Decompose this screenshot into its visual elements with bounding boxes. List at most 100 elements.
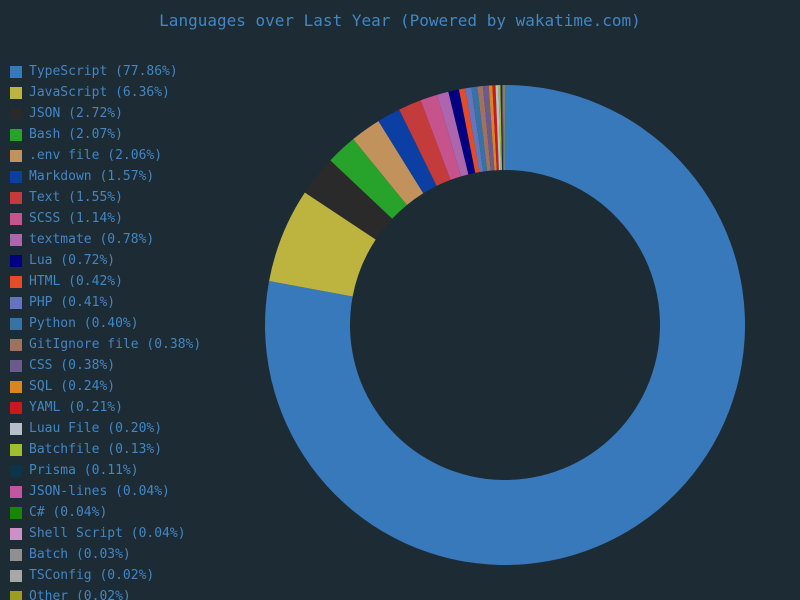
legend-item: YAML (0.21%) [10,397,201,418]
legend-swatch [10,401,22,414]
legend-item: GitIgnore file (0.38%) [10,334,201,355]
legend-swatch [10,506,22,519]
legend-swatch [10,254,22,267]
donut-slice-json [304,160,393,240]
donut-slice-css [482,85,495,171]
legend-item: HTML (0.42%) [10,271,201,292]
legend-swatch [10,359,22,372]
legend-item: Markdown (1.57%) [10,166,201,187]
legend-label: Python (0.40%) [29,316,139,331]
legend-item: TSConfig (0.02%) [10,565,201,586]
legend-swatch [10,317,22,330]
donut-slice-batch [503,84,505,170]
legend-swatch [10,191,22,204]
legend-swatch [10,443,22,456]
legend-item: textmate (0.78%) [10,229,201,250]
donut-slice-sql [488,85,497,171]
legend-swatch [10,464,22,477]
legend-label: JSON-lines (0.04%) [29,484,170,499]
legend-item: Prisma (0.11%) [10,460,201,481]
legend-label: textmate (0.78%) [29,232,155,247]
legend-label: Bash (2.07%) [29,127,123,142]
legend-swatch [10,170,22,183]
legend-item: Batchfile (0.13%) [10,439,201,460]
legend-item: CSS (0.38%) [10,355,201,376]
donut-slice-c [502,85,504,171]
legend-item: Luau File (0.20%) [10,418,201,439]
legend-label: SCSS (1.14%) [29,211,123,226]
legend-label: C# (0.04%) [29,505,108,520]
legend-label: Prisma (0.11%) [29,463,139,478]
legend-swatch [10,65,22,78]
legend-item: Other (0.02%) [10,586,201,600]
legend-item: SCSS (1.14%) [10,208,201,229]
legend-label: GitIgnore file (0.38%) [29,337,202,352]
legend-swatch [10,569,22,582]
legend-swatch [10,233,22,246]
legend-item: JSON (2.72%) [10,103,201,124]
legend-label: Batch (0.03%) [29,547,131,562]
donut-slice-php [465,87,484,173]
legend-label: TypeScript (77.86%) [29,64,178,79]
legend-label: SQL (0.24%) [29,379,116,394]
donut-slice-scss [420,94,462,180]
donut-slice-text [399,100,451,186]
donut-slice-lua [448,89,476,175]
donut-slice-bash [330,139,407,219]
legend-swatch [10,149,22,162]
legend-item: SQL (0.24%) [10,376,201,397]
legend-swatch [10,86,22,99]
legend-item: PHP (0.41%) [10,292,201,313]
legend-swatch [10,380,22,393]
donut-slice-yaml [492,85,499,171]
donut-slice-markdown [378,109,437,194]
legend-item: C# (0.04%) [10,502,201,523]
donut-slice-html [458,88,480,173]
legend-label: PHP (0.41%) [29,295,116,310]
legend-label: Text (1.55%) [29,190,123,205]
donut-slice-batchfile [498,85,503,171]
legend-label: Luau File (0.20%) [29,421,163,436]
legend-item: JSON-lines (0.04%) [10,481,201,502]
legend-swatch [10,275,22,288]
legend-label: JSON (2.72%) [29,106,123,121]
legend-swatch [10,296,22,309]
legend-label: CSS (0.38%) [29,358,116,373]
legend-swatch [10,128,22,141]
legend-swatch [10,422,22,435]
donut-slice-textmate [436,91,469,177]
legend-item: TypeScript (77.86%) [10,61,201,82]
legend-label: Other (0.02%) [29,589,131,600]
donut-slice-shell-script [503,85,505,170]
donut-slice-luau-file [495,85,501,171]
donut-slice-typescript [265,85,746,565]
legend-label: Markdown (1.57%) [29,169,155,184]
legend-label: YAML (0.21%) [29,400,123,415]
legend-swatch [10,590,22,600]
legend-label: Lua (0.72%) [29,253,116,268]
legend-swatch [10,485,22,498]
donut-slice-prisma [500,85,504,171]
legend-swatch [10,548,22,561]
chart-title: Languages over Last Year (Powered by wak… [159,11,641,30]
legend-item: Shell Script (0.04%) [10,523,201,544]
legend-label: Batchfile (0.13%) [29,442,163,457]
legend-item: Text (1.55%) [10,187,201,208]
donut-slice-json-lines [502,85,504,171]
donut-slice-python [471,86,488,172]
legend-item: Python (0.40%) [10,313,201,334]
legend-label: TSConfig (0.02%) [29,568,155,583]
donut-slice-gitignore-file [477,86,491,172]
legend-swatch [10,107,22,120]
legend-item: Bash (2.07%) [10,124,201,145]
legend-label: HTML (0.42%) [29,274,123,289]
legend-item: Lua (0.72%) [10,250,201,271]
legend-item: Batch (0.03%) [10,544,201,565]
donut-slice-javascript [269,192,376,297]
legend-item: .env file (2.06%) [10,145,201,166]
legend-label: JavaScript (6.36%) [29,85,170,100]
legend-label: .env file (2.06%) [29,148,163,163]
legend-swatch [10,212,22,225]
